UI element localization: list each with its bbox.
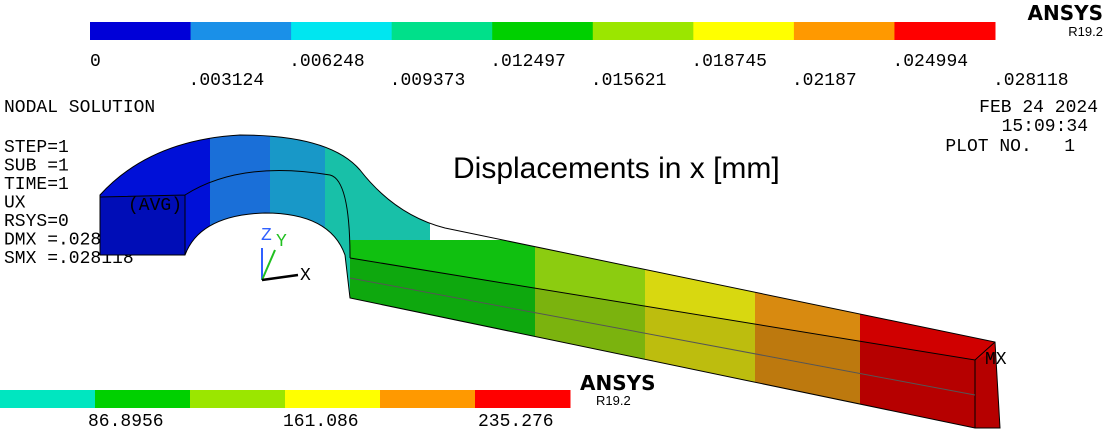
legend-label: .018745 bbox=[691, 52, 767, 72]
avg-label: (AVG) bbox=[128, 196, 182, 216]
legend-swatch bbox=[291, 22, 392, 40]
max-label: MX bbox=[985, 350, 1007, 370]
legend-label: .012497 bbox=[490, 52, 566, 72]
legend-label: .006248 bbox=[289, 52, 365, 72]
info-line: TIME=1 bbox=[4, 175, 69, 195]
legend-label: .015621 bbox=[591, 71, 667, 91]
legend-swatch bbox=[285, 390, 381, 408]
legend-label: .028118 bbox=[993, 71, 1069, 91]
info-line: RSYS=0 bbox=[4, 212, 69, 232]
legend-swatch bbox=[191, 22, 292, 40]
legend-swatch bbox=[693, 22, 794, 40]
legend-swatch bbox=[475, 390, 571, 408]
second-window-legend: 86.8956 161.086 235.276 bbox=[0, 390, 571, 430]
ansys-window: 0 .003124 .006248 .009373 .012497 .015621 .018… bbox=[0, 0, 1103, 430]
plot-number: PLOT NO. 1 bbox=[945, 137, 1075, 157]
legend-label: 86.8956 bbox=[88, 412, 164, 430]
legend-swatch bbox=[0, 390, 96, 408]
legend-swatch bbox=[593, 22, 694, 40]
legend-swatch bbox=[190, 390, 286, 408]
legend-label: 235.276 bbox=[478, 412, 554, 430]
annotation: Displacements in x [mm] bbox=[453, 152, 780, 185]
legend-swatch bbox=[90, 22, 191, 40]
triad-y: Y bbox=[276, 232, 287, 252]
legend-swatch bbox=[492, 22, 593, 40]
legend-swatch bbox=[392, 22, 493, 40]
legend-label: .024994 bbox=[892, 52, 968, 72]
legend-swatch bbox=[794, 22, 895, 40]
solution-title: NODAL SOLUTION bbox=[4, 98, 155, 118]
triad-z: Z bbox=[261, 226, 272, 246]
triad-x: X bbox=[300, 266, 311, 286]
legend-label: .02187 bbox=[792, 71, 857, 91]
legend-swatch bbox=[894, 22, 995, 40]
color-legend: 0 .003124 .006248 .009373 .012497 .015621 .018… bbox=[90, 22, 1069, 91]
legend-swatch bbox=[95, 390, 191, 408]
info-line: STEP=1 bbox=[4, 138, 69, 158]
legend-label: 0 bbox=[90, 52, 101, 72]
axis-triad: Z Y X bbox=[261, 226, 311, 286]
legend-label: .009373 bbox=[390, 71, 466, 91]
brand: ANSYS bbox=[1027, 1, 1103, 25]
second-release: R19.2 bbox=[596, 393, 631, 408]
legend-label: .003124 bbox=[189, 71, 265, 91]
second-brand: ANSYS bbox=[580, 371, 656, 395]
time: 15:09:34 bbox=[1002, 117, 1088, 137]
legend-label: 161.086 bbox=[283, 412, 359, 430]
info-line: SUB =1 bbox=[4, 157, 69, 177]
date: FEB 24 2024 bbox=[979, 98, 1098, 118]
info-line: UX bbox=[4, 194, 26, 214]
legend-swatch bbox=[380, 390, 476, 408]
release: R19.2 bbox=[1068, 24, 1103, 39]
